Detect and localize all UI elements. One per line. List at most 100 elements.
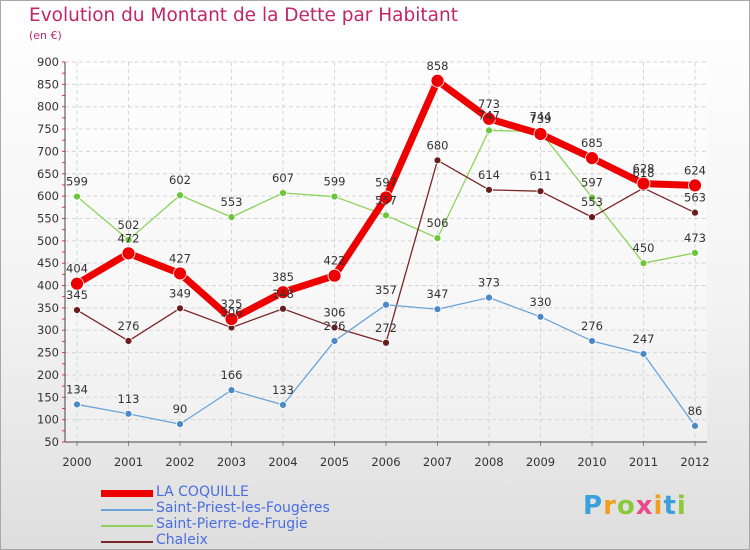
data-point [124, 409, 133, 418]
data-point [536, 312, 545, 321]
data-point [276, 285, 290, 300]
data-label: 272 [375, 321, 397, 335]
data-point [433, 305, 442, 314]
data-point [433, 234, 442, 243]
data-label: 306 [324, 306, 346, 320]
x-tick-label: 2009 [526, 455, 555, 469]
data-point [588, 337, 596, 345]
data-label: 599 [66, 175, 88, 189]
y-tick-label: 500 [37, 234, 59, 248]
x-tick-label: 2010 [577, 455, 606, 469]
data-point [485, 293, 493, 302]
y-tick-label: 150 [37, 390, 59, 404]
data-label: 563 [684, 191, 706, 205]
logo-letter: P [583, 491, 604, 521]
y-tick-label: 50 [44, 435, 59, 449]
data-label: 628 [633, 162, 655, 176]
legend-swatch [101, 490, 153, 497]
data-label: 345 [66, 288, 88, 302]
chart-unit: (en €) [29, 29, 62, 42]
y-tick-label: 300 [37, 323, 59, 337]
data-label: 739 [530, 112, 552, 126]
legend-label: LA COQUILLE [156, 484, 249, 500]
logo-letter: i [676, 491, 687, 521]
data-label: 597 [375, 175, 397, 189]
data-label: 450 [633, 241, 655, 255]
logo-letter: o [616, 491, 636, 521]
data-point [382, 300, 390, 309]
data-point [227, 213, 236, 222]
data-point [176, 420, 184, 429]
data-label: 166 [221, 368, 243, 382]
data-point [176, 304, 184, 313]
proxiti-logo: Proxiti [583, 491, 687, 521]
y-tick-label: 650 [37, 167, 59, 181]
data-point [279, 400, 287, 409]
data-point [588, 193, 596, 202]
data-label: 858 [427, 59, 449, 73]
y-tick-label: 800 [37, 100, 59, 114]
data-label: 325 [221, 297, 243, 311]
data-label: 276 [118, 319, 140, 333]
data-point [691, 248, 699, 257]
legend-label: Saint-Priest-les-Fougères [156, 500, 330, 516]
data-label: 624 [684, 163, 706, 177]
data-label: 357 [375, 283, 397, 297]
y-tick-label: 850 [37, 77, 59, 91]
y-tick-label: 100 [37, 413, 59, 427]
logo-letter: r [603, 491, 617, 521]
y-tick-label: 600 [37, 189, 59, 203]
data-point [536, 187, 545, 196]
data-label: 599 [324, 175, 346, 189]
data-point [691, 422, 699, 430]
data-label: 330 [530, 295, 552, 309]
data-label: 602 [169, 173, 191, 187]
data-point [121, 246, 136, 261]
data-point [379, 190, 393, 205]
data-label: 614 [478, 168, 500, 182]
data-label: 247 [633, 332, 655, 346]
x-tick-label: 2005 [320, 455, 349, 469]
data-point [279, 189, 287, 197]
data-point [327, 268, 342, 283]
data-label: 348 [272, 287, 294, 301]
x-tick-label: 2012 [680, 455, 709, 469]
data-label: 385 [272, 270, 294, 284]
legend-label: Chaleix [156, 532, 208, 548]
legend-swatch [101, 525, 153, 527]
x-tick-label: 2004 [268, 455, 297, 469]
data-point [639, 259, 648, 268]
data-point [430, 73, 445, 88]
data-label: 597 [581, 175, 603, 189]
data-label: 553 [221, 195, 243, 209]
data-label: 618 [633, 166, 655, 180]
data-point [124, 337, 133, 345]
data-label: 607 [272, 171, 294, 185]
legend-label: Saint-Pierre-de-Frugie [156, 516, 308, 532]
x-tick-label: 2007 [423, 455, 452, 469]
data-point [482, 111, 496, 126]
data-point [688, 178, 702, 193]
data-label: 472 [118, 231, 140, 245]
data-label: 685 [581, 136, 603, 150]
data-label: 473 [684, 231, 706, 245]
data-label: 557 [375, 193, 397, 207]
y-tick-label: 750 [37, 122, 59, 136]
data-label: 427 [169, 251, 191, 265]
x-tick-label: 2001 [114, 455, 143, 469]
data-label: 86 [688, 404, 703, 418]
x-tick-label: 2006 [371, 455, 400, 469]
data-label: 553 [581, 195, 603, 209]
data-point [330, 192, 339, 201]
data-point [227, 386, 236, 395]
data-label: 404 [66, 262, 88, 276]
y-tick-label: 450 [37, 256, 59, 270]
data-point [485, 126, 493, 135]
y-tick-label: 200 [37, 368, 59, 382]
data-label: 349 [169, 286, 191, 300]
data-label: 744 [530, 110, 552, 124]
x-tick-label: 2003 [217, 455, 246, 469]
data-point [73, 400, 81, 409]
